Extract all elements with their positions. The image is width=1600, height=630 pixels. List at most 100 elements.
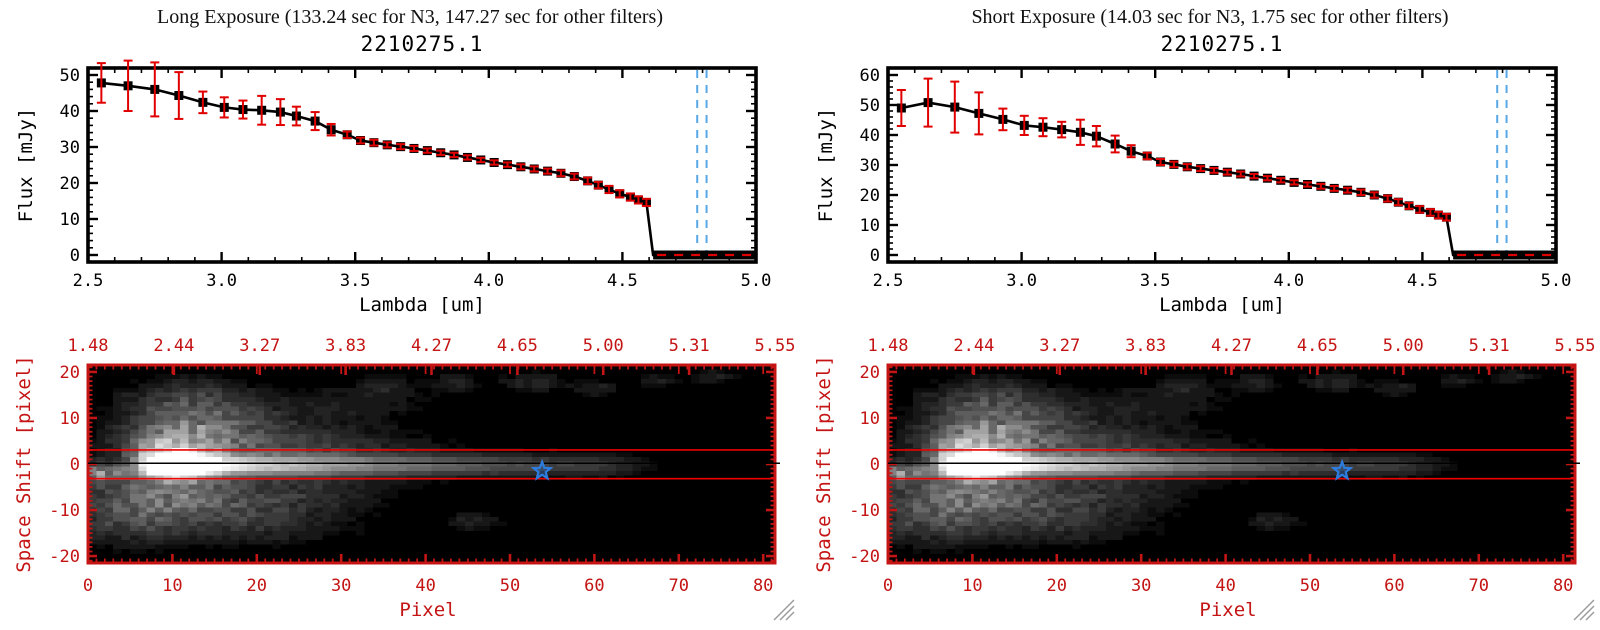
y-axis-label: Flux [mJy] (815, 108, 837, 222)
x-axis-label: Lambda [um] (359, 294, 485, 316)
svg-text:30: 30 (60, 138, 80, 158)
svg-text:4.0: 4.0 (1273, 271, 1304, 291)
panel-short-exposure: Short Exposure (14.03 sec for N3, 1.75 s… (800, 0, 1600, 630)
2d-spectral-image-axes: 1.48 2.44 3.27 3.83 4.27 4.65 5.00 5.31 5.55 0 10 2… (813, 336, 1596, 621)
svg-text:70: 70 (669, 576, 689, 596)
top-axis-wavelength-label: 4.65 (1297, 336, 1338, 356)
panel-long-exposure: Long Exposure (133.24 sec for N3, 147.27… (13, 6, 796, 622)
window-resize-grip[interactable] (772, 598, 796, 622)
svg-text:0: 0 (870, 455, 880, 475)
exposure-header: Long Exposure (133.24 sec for N3, 147.27… (157, 6, 663, 28)
flux-spectrum-plot: 2.5 3.0 3.5 4.0 4.5 5.0 0 10 20 30 40 50 60 Lambda [u… (815, 66, 1572, 316)
flux-spectrum-plot: 2.5 3.0 3.5 4.0 4.5 5.0 0 10 20 30 40 50 Lambda [um]… (15, 59, 772, 316)
svg-text:3.0: 3.0 (1006, 271, 1037, 291)
top-axis-wavelength-label: 5.31 (1469, 336, 1510, 356)
top-axis-wavelength-label: 2.44 (953, 336, 994, 356)
svg-text:3.5: 3.5 (340, 271, 371, 291)
object-id-title: 2210275.1 (360, 32, 484, 56)
svg-text:5.0: 5.0 (1541, 271, 1572, 291)
svg-text:-20: -20 (849, 547, 880, 567)
plot-frame (86, 66, 758, 264)
x-axis-label: Pixel (1199, 599, 1256, 621)
data-markers (896, 98, 1451, 222)
top-axis-wavelength-label: 3.27 (1039, 336, 1080, 356)
object-id-title: 2210275.1 (1160, 32, 1284, 56)
data-curve (101, 81, 756, 257)
svg-text:4.5: 4.5 (1407, 271, 1438, 291)
svg-text:-10: -10 (849, 501, 880, 521)
star-marker (530, 458, 554, 481)
top-axis-wavelength-label: 3.83 (325, 336, 366, 356)
top-axis-wavelength-label: 5.55 (1555, 336, 1596, 356)
svg-text:50: 50 (60, 66, 80, 86)
svg-text:80: 80 (753, 576, 773, 596)
top-axis-wavelength-label: 1.48 (868, 336, 909, 356)
svg-text:20: 20 (1047, 576, 1067, 596)
svg-text:20: 20 (247, 576, 267, 596)
svg-text:4.0: 4.0 (473, 271, 504, 291)
svg-text:0: 0 (70, 246, 80, 266)
y-axis-label: Flux [mJy] (15, 108, 37, 222)
top-axis-wavelength-label: 3.83 (1125, 336, 1166, 356)
top-axis-wavelength-label: 4.65 (497, 336, 538, 356)
svg-text:30: 30 (331, 576, 351, 596)
svg-text:30: 30 (860, 156, 880, 176)
svg-text:10: 10 (60, 409, 80, 429)
svg-text:3.5: 3.5 (1140, 271, 1171, 291)
star-marker (1330, 458, 1354, 481)
error-bars (896, 77, 1451, 222)
plot-frame (886, 66, 1558, 264)
svg-text:20: 20 (860, 363, 880, 383)
top-axis-wavelength-label: 3.27 (239, 336, 280, 356)
top-axis-wavelength-label: 1.48 (68, 336, 109, 356)
svg-text:40: 40 (1215, 576, 1235, 596)
svg-text:30: 30 (1131, 576, 1151, 596)
exposure-header: Short Exposure (14.03 sec for N3, 1.75 s… (971, 6, 1449, 28)
svg-text:60: 60 (860, 66, 880, 86)
svg-text:10: 10 (860, 216, 880, 236)
svg-text:20: 20 (60, 363, 80, 383)
top-axis-wavelength-label: 4.27 (1211, 336, 1252, 356)
svg-text:40: 40 (60, 102, 80, 122)
top-axis-wavelength-label: 5.00 (583, 336, 624, 356)
svg-text:80: 80 (1553, 576, 1573, 596)
svg-text:50: 50 (500, 576, 520, 596)
svg-text:50: 50 (1300, 576, 1320, 596)
x-axis-label: Pixel (399, 599, 456, 621)
top-axis-wavelength-label: 4.27 (411, 336, 452, 356)
svg-text:20: 20 (60, 174, 80, 194)
y-axis-label: Space Shift [pixel] (813, 355, 835, 572)
svg-text:0: 0 (70, 455, 80, 475)
data-curve (901, 101, 1556, 257)
svg-text:40: 40 (415, 576, 435, 596)
error-bars (96, 59, 651, 208)
svg-text:4.5: 4.5 (607, 271, 638, 291)
svg-text:10: 10 (60, 210, 80, 230)
svg-text:40: 40 (860, 126, 880, 146)
x-axis-label: Lambda [um] (1159, 294, 1285, 316)
top-axis-wavelength-label: 5.00 (1383, 336, 1424, 356)
2d-spectral-image-axes: 1.48 2.44 3.27 3.83 4.27 4.65 5.00 5.31 5.55 0 10 2… (13, 336, 796, 621)
top-axis-wavelength-label: 5.55 (755, 336, 796, 356)
svg-text:-20: -20 (49, 547, 80, 567)
svg-text:10: 10 (962, 576, 982, 596)
y-axis-label: Space Shift [pixel] (13, 355, 35, 572)
svg-text:3.0: 3.0 (206, 271, 237, 291)
svg-text:-10: -10 (49, 501, 80, 521)
svg-text:20: 20 (860, 186, 880, 206)
svg-text:50: 50 (860, 96, 880, 116)
svg-text:0: 0 (870, 246, 880, 266)
top-axis-wavelength-label: 2.44 (153, 336, 194, 356)
svg-text:0: 0 (883, 576, 893, 596)
svg-text:2.5: 2.5 (873, 271, 904, 291)
svg-text:60: 60 (584, 576, 604, 596)
svg-text:0: 0 (83, 576, 93, 596)
svg-text:10: 10 (860, 409, 880, 429)
svg-text:5.0: 5.0 (741, 271, 772, 291)
top-axis-wavelength-label: 5.31 (669, 336, 710, 356)
svg-text:10: 10 (162, 576, 182, 596)
svg-text:2.5: 2.5 (73, 271, 104, 291)
window-resize-grip[interactable] (1572, 598, 1596, 622)
svg-text:70: 70 (1469, 576, 1489, 596)
